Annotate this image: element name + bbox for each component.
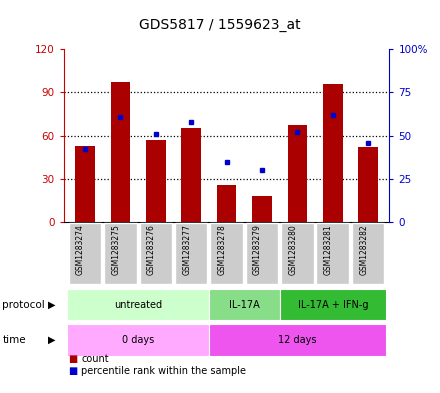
Text: ■: ■ — [68, 354, 77, 364]
Text: count: count — [81, 354, 109, 364]
Text: 12 days: 12 days — [278, 335, 317, 345]
Text: ▶: ▶ — [48, 335, 56, 345]
Text: GSM1283275: GSM1283275 — [111, 224, 121, 275]
Text: IL-17A + IFN-g: IL-17A + IFN-g — [297, 299, 368, 310]
FancyBboxPatch shape — [175, 223, 208, 284]
Bar — [181, 129, 201, 222]
Bar — [288, 125, 307, 222]
FancyBboxPatch shape — [316, 223, 349, 284]
Text: GSM1283280: GSM1283280 — [288, 224, 297, 275]
Bar — [67, 289, 209, 320]
Text: percentile rank within the sample: percentile rank within the sample — [81, 366, 246, 376]
Text: GSM1283276: GSM1283276 — [147, 224, 156, 275]
Bar — [280, 289, 386, 320]
FancyBboxPatch shape — [210, 223, 243, 284]
Bar — [111, 82, 130, 222]
Text: IL-17A: IL-17A — [229, 299, 260, 310]
Text: GSM1283277: GSM1283277 — [182, 224, 191, 275]
FancyBboxPatch shape — [69, 223, 101, 284]
Bar — [209, 324, 386, 356]
FancyBboxPatch shape — [352, 223, 385, 284]
Text: GSM1283274: GSM1283274 — [76, 224, 85, 275]
Bar — [252, 196, 272, 222]
Text: GSM1283279: GSM1283279 — [253, 224, 262, 275]
Text: GDS5817 / 1559623_at: GDS5817 / 1559623_at — [139, 18, 301, 32]
Bar — [67, 324, 209, 356]
Text: ▶: ▶ — [48, 299, 56, 310]
FancyBboxPatch shape — [281, 223, 314, 284]
Text: protocol: protocol — [2, 299, 45, 310]
Bar — [359, 147, 378, 222]
FancyBboxPatch shape — [139, 223, 172, 284]
Text: GSM1283282: GSM1283282 — [359, 224, 368, 275]
Bar — [217, 185, 236, 222]
Text: 0 days: 0 days — [122, 335, 154, 345]
Text: GSM1283281: GSM1283281 — [324, 224, 333, 275]
Text: GSM1283278: GSM1283278 — [218, 224, 227, 275]
FancyBboxPatch shape — [104, 223, 137, 284]
Bar — [75, 146, 95, 222]
Bar — [209, 289, 280, 320]
Bar — [323, 84, 342, 222]
Text: ■: ■ — [68, 366, 77, 376]
Text: time: time — [2, 335, 26, 345]
FancyBboxPatch shape — [246, 223, 278, 284]
Text: untreated: untreated — [114, 299, 162, 310]
Bar — [146, 140, 165, 222]
